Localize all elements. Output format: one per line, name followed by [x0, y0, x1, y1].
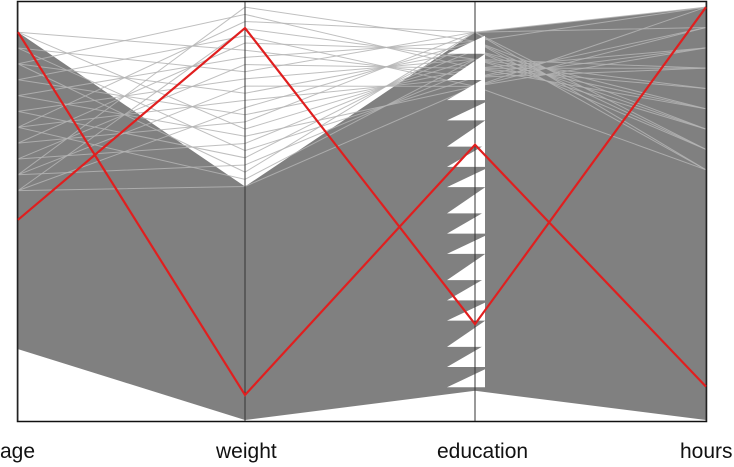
background-line: [17, 35, 707, 87]
background-line: [17, 40, 707, 159]
background-line: [17, 31, 707, 171]
background-line: [17, 27, 707, 176]
background-line: [17, 67, 707, 116]
background-line: [17, 49, 707, 160]
background-line: [17, 6, 707, 137]
highlighted-series-line-1: [17, 31, 707, 397]
background-line: [17, 58, 707, 180]
axis-label-hours: hours: [680, 440, 733, 463]
background-line: [17, 64, 707, 160]
chart-plot-area: [16, 0, 708, 423]
background-line: [17, 47, 707, 128]
background-lines-group: [17, 6, 707, 192]
background-line: [17, 49, 707, 130]
background-line: [17, 58, 707, 112]
background-line-band: [18, 7, 706, 420]
background-line: [17, 40, 707, 171]
axis-label-weight: weight: [216, 440, 277, 463]
background-line: [17, 42, 707, 150]
background-line: [17, 31, 707, 173]
background-line: [17, 85, 707, 192]
background-line: [17, 31, 707, 130]
background-line: [17, 21, 707, 128]
highlighted-series-line-2: [17, 6, 707, 326]
background-line: [17, 28, 707, 192]
background-line: [17, 13, 707, 110]
background-line: [17, 47, 707, 176]
axis-label-age: age: [0, 440, 36, 463]
background-line: [17, 27, 707, 152]
background-line: [17, 40, 707, 192]
background-line: [17, 6, 707, 73]
background-line: [17, 6, 707, 176]
axis-label-education: education: [437, 440, 529, 463]
background-line: [17, 31, 707, 78]
